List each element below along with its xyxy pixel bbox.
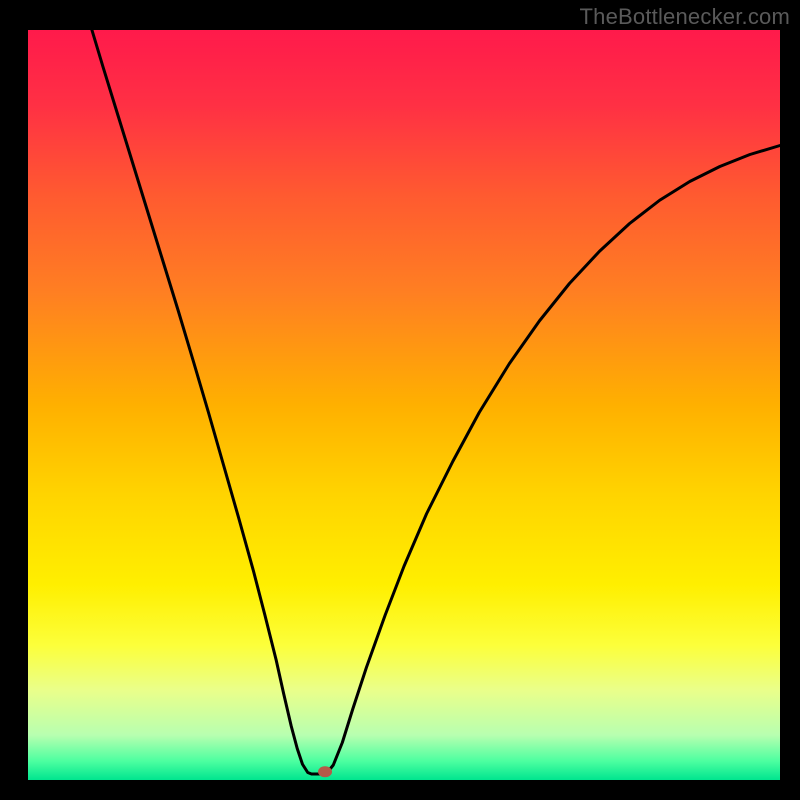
curve-svg [28,30,780,780]
chart-container: TheBottlenecker.com [0,0,800,800]
watermark-text: TheBottlenecker.com [580,4,790,30]
bottleneck-curve [92,30,780,774]
plot-area [28,30,780,780]
optimal-point-marker [318,766,332,777]
